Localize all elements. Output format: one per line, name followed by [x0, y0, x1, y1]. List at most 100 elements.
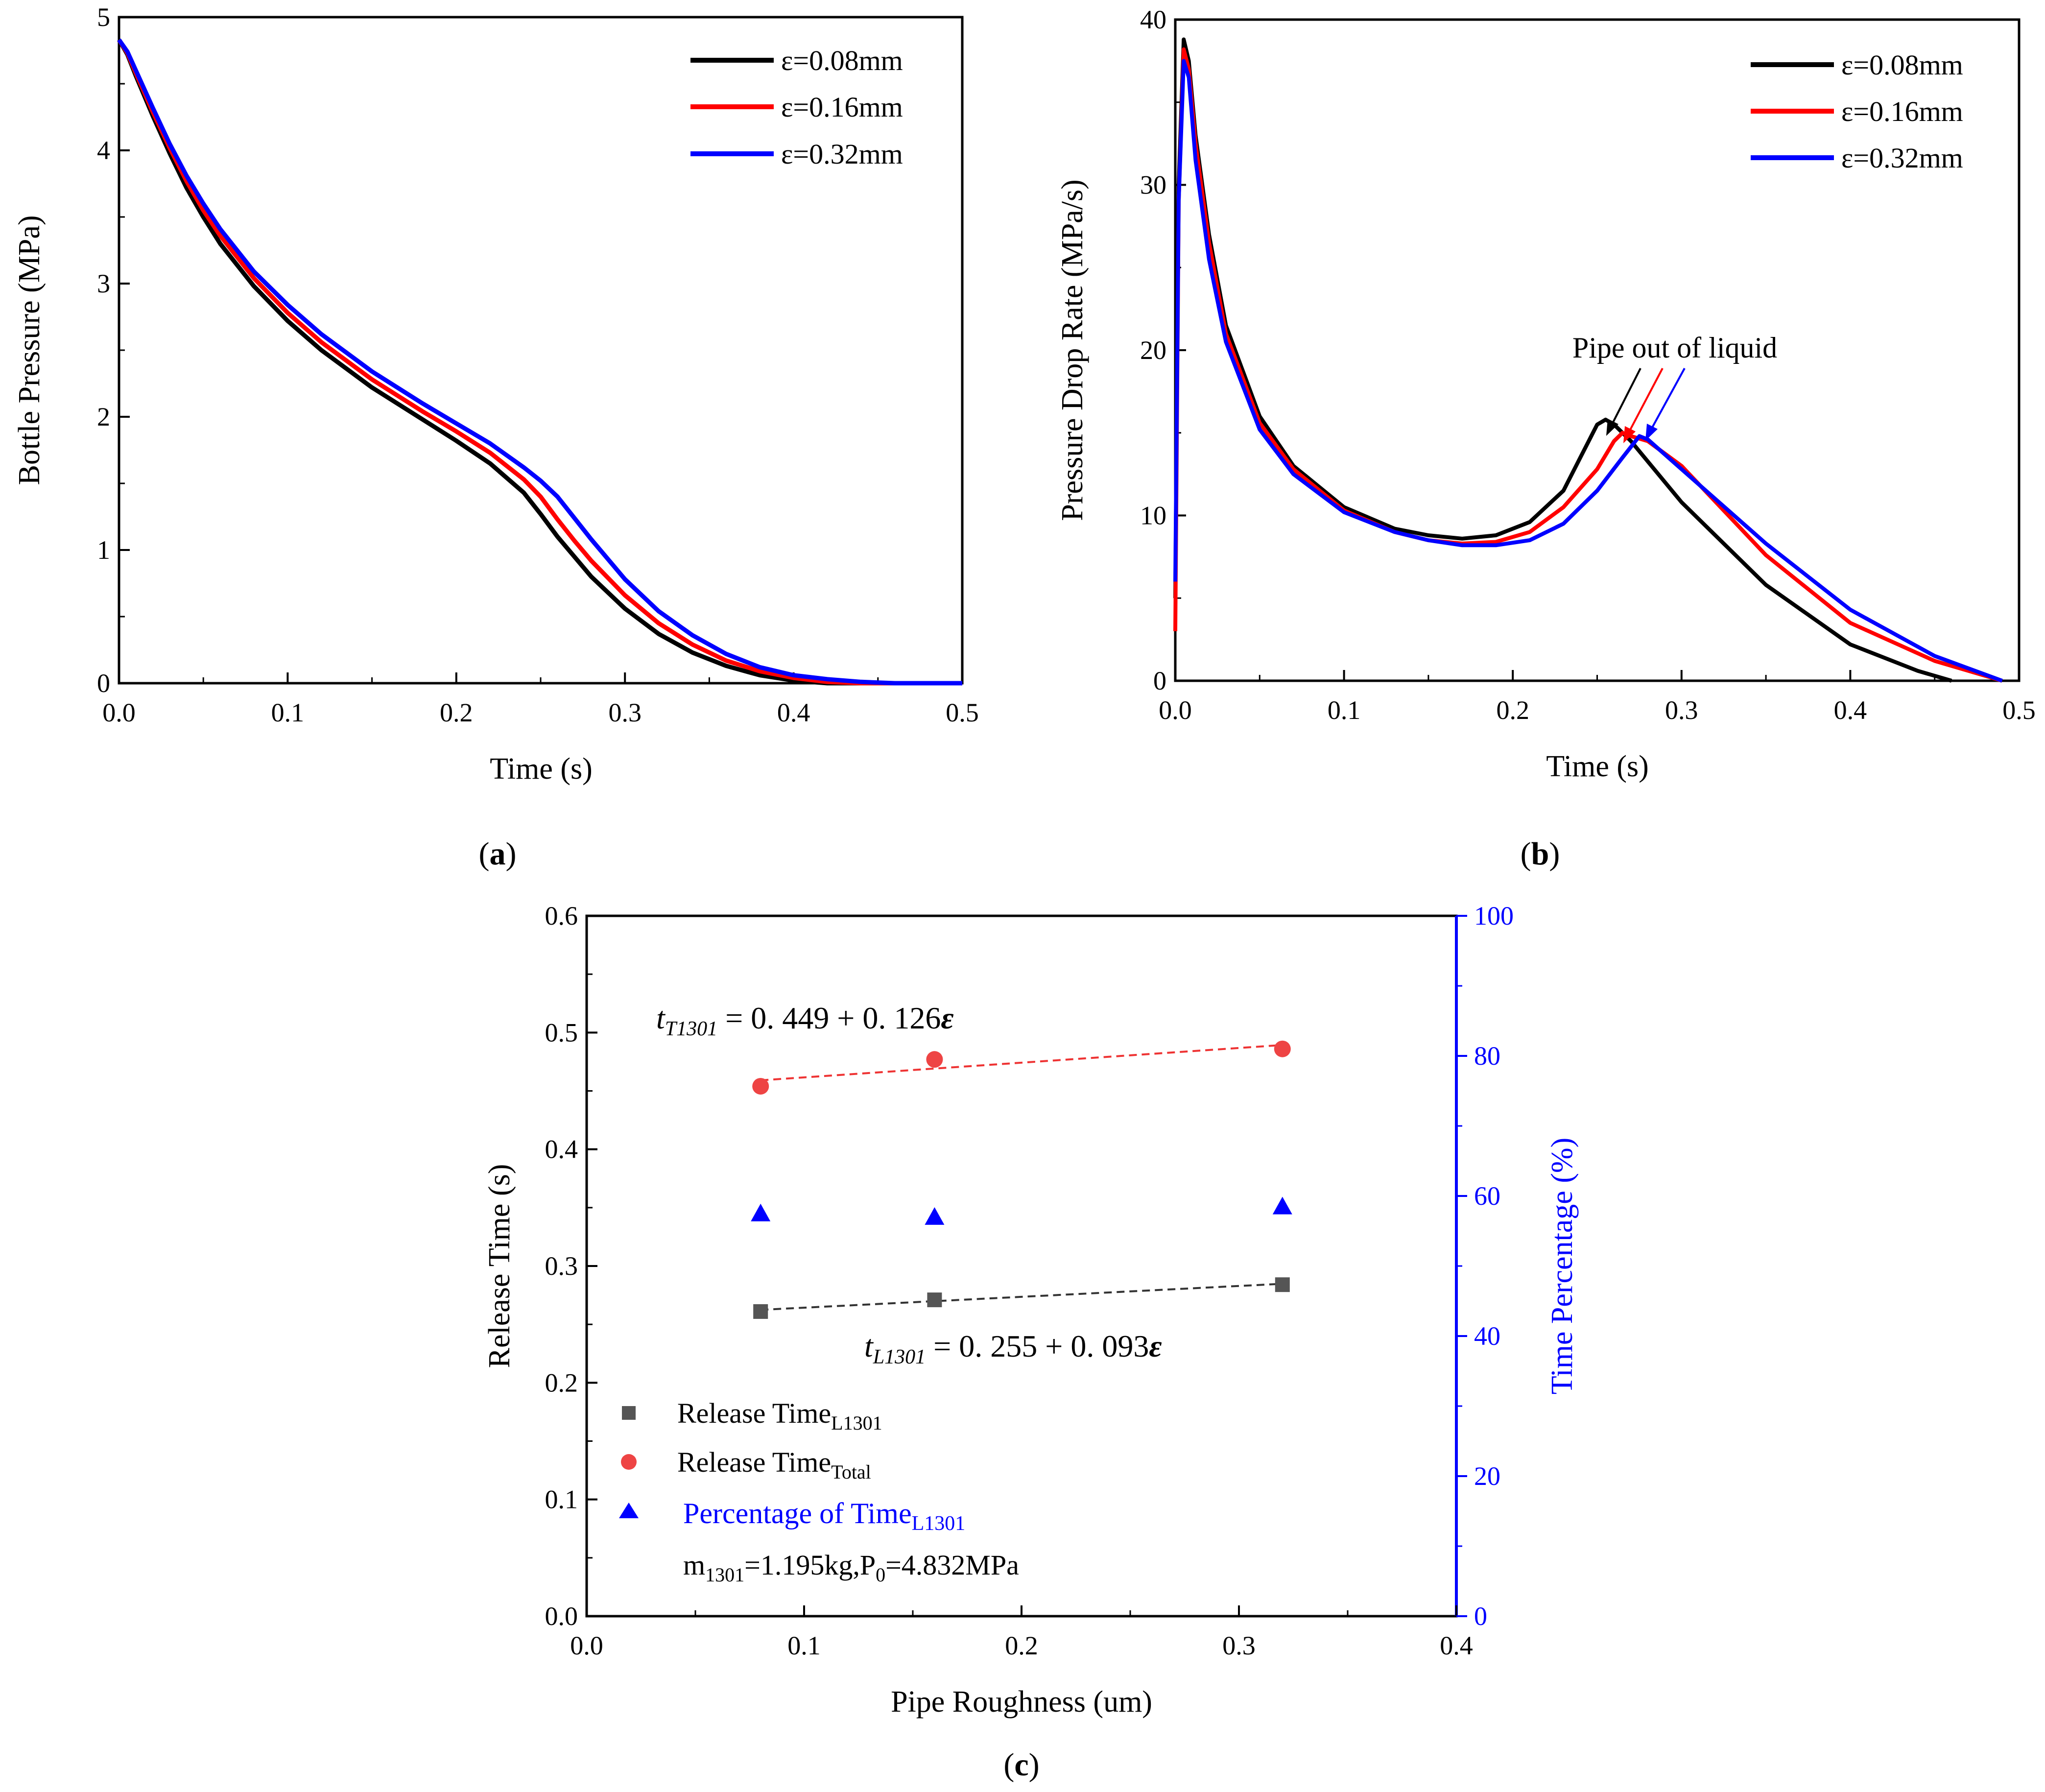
panel-b: 0.0 0.1 0.2 0.3 0.4 0.5 0 10 20 30 40 ε=0.08mm ε=0…	[1056, 5, 2036, 872]
legend-a-label-2: ε=0.16mm	[781, 91, 903, 123]
y2-tick-label: 60	[1474, 1181, 1500, 1211]
y-tick-label-a: 2	[97, 402, 110, 431]
y-tick-label-b: 0	[1153, 666, 1166, 695]
legend-c-label-3: Percentage of TimeL1301	[683, 1497, 965, 1535]
point-release-time-total	[1274, 1040, 1291, 1057]
c-points	[751, 1040, 1292, 1319]
x-tick-label-b: 0.4	[1834, 695, 1867, 725]
annotation-arrowhead-black	[1606, 419, 1618, 436]
a-ylabel: Bottle Pressure (MPa)	[13, 215, 46, 485]
c-ylabel: Release Time (s)	[483, 1164, 516, 1368]
x-tick-label-c: 0.3	[1222, 1631, 1256, 1660]
legend-c-circle-marker	[621, 1454, 637, 1470]
point-release-time-total	[752, 1077, 769, 1095]
x-tick-label-a: 0.1	[271, 698, 305, 727]
y-tick-label-c: 0.1	[545, 1485, 578, 1514]
y-tick-label-c: 0.2	[545, 1368, 578, 1397]
y2-tick-label: 20	[1474, 1461, 1500, 1491]
a-xlabel: Time (s)	[490, 752, 593, 786]
series-line-a-3	[117, 38, 962, 686]
point-release-time-l1301	[927, 1292, 942, 1308]
y2-tick-label: 40	[1474, 1321, 1500, 1351]
x-tick-label-a: 0.3	[608, 698, 642, 727]
point-percentage-l1301	[751, 1203, 771, 1221]
x-tick-label-c: 0.1	[787, 1631, 821, 1660]
fit-label-l1301: tL1301 = 0. 255 + 0. 093ε	[864, 1329, 1162, 1368]
x-tick-label-a: 0.0	[102, 698, 136, 727]
panel-c: 0.0 0.1 0.2 0.3 0.4 0.0 0.1 0.2 0.3 0.4 0.5 0.6 0 20 4…	[483, 901, 1579, 1783]
annotation-arrow-black	[1610, 368, 1641, 427]
legend-c-label-1: Release TimeL1301	[677, 1397, 882, 1434]
c-y2label: Time Percentage (%)	[1546, 1138, 1579, 1395]
x-tick-label-b: 0.3	[1665, 695, 1698, 725]
y2-tick-label: 0	[1474, 1601, 1487, 1631]
b-xlabel: Time (s)	[1546, 750, 1649, 783]
y-tick-label-a: 3	[97, 269, 110, 298]
legend-b-label-1: ε=0.08mm	[1841, 49, 1963, 81]
x-tick-label-b: 0.5	[2002, 695, 2036, 725]
y-tick-label-c: 0.0	[545, 1601, 578, 1631]
y-tick-label-b: 30	[1140, 170, 1166, 200]
x-tick-label-a: 0.5	[946, 698, 979, 727]
point-percentage-l1301	[1272, 1196, 1292, 1215]
caption-c: (c)	[1003, 1747, 1039, 1783]
series-line-a-2	[117, 38, 962, 686]
a-ticks: 0.0 0.1 0.2 0.3 0.4 0.5 0 1 2 3 4 5	[97, 2, 979, 727]
y-tick-label-a: 0	[97, 669, 110, 698]
fit-label-total: tT1301 = 0. 449 + 0. 126ε	[656, 1001, 954, 1040]
legend-c-square-marker	[622, 1406, 636, 1420]
x-tick-label-b: 0.0	[1159, 695, 1192, 725]
b-annotation: Pipe out of liquid	[1572, 332, 1777, 443]
y-tick-label-a: 4	[97, 136, 110, 165]
series-line-b-3	[1173, 59, 2003, 683]
y-tick-label-c: 0.5	[545, 1018, 578, 1047]
legend-c-label-2: Release TimeTotal	[677, 1446, 871, 1483]
b-ticks: 0.0 0.1 0.2 0.3 0.4 0.5 0 10 20 30 40	[1140, 5, 2036, 725]
x-tick-label-b: 0.1	[1328, 695, 1361, 725]
y-tick-label-c: 0.6	[545, 901, 578, 931]
caption-a: (a)	[479, 836, 517, 872]
legend-c-note: m1301=1.195kg,P0=4.832MPa	[683, 1549, 1019, 1586]
c-ticks: 0.0 0.1 0.2 0.3 0.4 0.0 0.1 0.2 0.3 0.4 0.5 0.6 0 20 4…	[545, 901, 1514, 1660]
legend-b-label-2: ε=0.16mm	[1841, 96, 1963, 127]
a-legend: ε=0.08mm ε=0.16mm ε=0.32mm	[690, 45, 903, 170]
y-tick-label-b: 20	[1140, 335, 1166, 365]
annotation-arrowhead-red	[1623, 426, 1636, 443]
x-tick-label-c: 0.0	[570, 1631, 603, 1660]
b-ylabel: Pressure Drop Rate (MPa/s)	[1056, 179, 1089, 521]
point-release-time-l1301	[1275, 1277, 1290, 1292]
legend-a-label-3: ε=0.32mm	[781, 138, 903, 170]
y2-tick-label: 100	[1474, 901, 1514, 931]
point-percentage-l1301	[925, 1207, 945, 1225]
legend-b-label-3: ε=0.32mm	[1841, 142, 1963, 174]
fit-line-1	[761, 1044, 1283, 1081]
x-tick-label-c: 0.4	[1440, 1631, 1473, 1660]
x-tick-label-c: 0.2	[1005, 1631, 1038, 1660]
x-tick-label-b: 0.2	[1496, 695, 1529, 725]
c-legend: Release TimeL1301 Release TimeTotal Perc…	[619, 1397, 1019, 1586]
annotation-arrow-red	[1627, 368, 1664, 434]
panel-a: 0.0 0.1 0.2 0.3 0.4 0.5 0 1 2 3 4 5 ε=0.08mm ε=0.16…	[13, 2, 979, 872]
point-release-time-l1301	[753, 1304, 768, 1319]
legend-a-label-1: ε=0.08mm	[781, 45, 903, 76]
y2-tick-label: 80	[1474, 1041, 1500, 1071]
series-line-a-1	[117, 38, 962, 686]
y-tick-label-a: 1	[97, 535, 110, 565]
annotation-pipe-out-of-liquid: Pipe out of liquid	[1572, 332, 1777, 364]
a-lines	[117, 38, 962, 686]
y-tick-label-c: 0.3	[545, 1251, 578, 1281]
y-tick-label-b: 40	[1140, 5, 1166, 34]
caption-b: (b)	[1521, 836, 1560, 872]
y-tick-label-b: 10	[1140, 501, 1166, 530]
point-release-time-total	[926, 1051, 943, 1068]
annotation-arrowhead-blue	[1645, 424, 1658, 441]
x-tick-label-a: 0.2	[440, 698, 473, 727]
legend-c-triangle-marker	[619, 1503, 639, 1518]
c-fits	[761, 1044, 1283, 1311]
b-lines	[1173, 37, 2003, 683]
fit-line-2	[761, 1283, 1283, 1311]
series-line-b-1	[1173, 37, 1952, 683]
b-legend: ε=0.08mm ε=0.16mm ε=0.32mm	[1751, 49, 1963, 174]
c-xlabel: Pipe Roughness (um)	[891, 1685, 1152, 1719]
